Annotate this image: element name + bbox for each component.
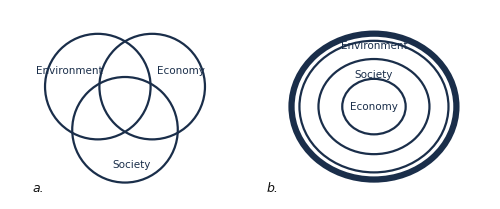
Text: a.: a. — [32, 182, 44, 195]
Text: Economy: Economy — [157, 66, 205, 76]
Text: Society: Society — [112, 160, 150, 170]
Text: Environment: Environment — [36, 66, 102, 76]
Text: Economy: Economy — [350, 102, 398, 112]
Text: Society: Society — [355, 70, 393, 80]
Ellipse shape — [300, 41, 448, 172]
Text: b.: b. — [266, 182, 278, 195]
Text: Environment: Environment — [340, 41, 407, 51]
